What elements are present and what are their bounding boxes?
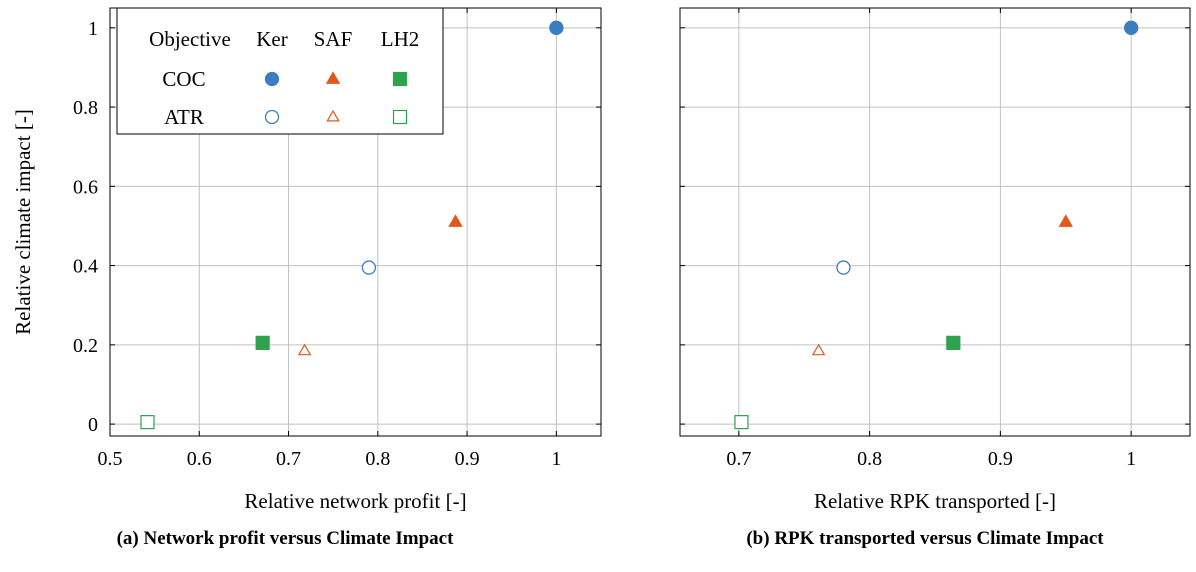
caption-b: (b) RPK transported versus Climate Impac… — [746, 528, 1104, 549]
panel-a: 0.5 0.6 0.7 0.8 0.9 1 0 0.2 0.4 0.6 0.8 1 Relative n… — [11, 7, 602, 513]
legend-marker-ker-coc — [264, 71, 280, 87]
legend-marker-saf-atr — [326, 109, 340, 122]
point-lh2-coc — [255, 335, 270, 350]
y-tick-label: 0.6 — [73, 176, 98, 198]
legend-column-ker: Ker — [256, 27, 287, 51]
legend-marker-lh2-atr — [392, 109, 408, 125]
point-lh2-coc — [946, 335, 961, 350]
point-ker-coc — [1124, 20, 1139, 35]
x-tick-label: 0.9 — [988, 448, 1013, 470]
x-tick-label: 0.7 — [726, 448, 751, 470]
x-axis-label: Relative network profit [-] — [244, 489, 466, 513]
y-tick-label: 1 — [88, 18, 98, 40]
legend-marker-ker-atr — [264, 109, 280, 125]
legend-marker-saf-coc — [325, 71, 341, 84]
panel-b: 0.7 0.8 0.9 1 Relative RPK transported [-] — [679, 7, 1191, 513]
plot-frame-b — [679, 7, 1191, 437]
legend-row-coc: COC — [162, 67, 205, 91]
point-saf-coc — [448, 214, 463, 227]
x-tick-label: 0.8 — [857, 448, 882, 470]
caption-a: (a) Network profit versus Climate Impact — [116, 528, 454, 549]
x-tick-label: 0.6 — [187, 448, 212, 470]
legend-marker-lh2-coc — [392, 71, 408, 87]
point-ker-atr — [361, 260, 377, 275]
x-tick-label: 0.7 — [276, 448, 301, 470]
x-axis-label: Relative RPK transported [-] — [814, 489, 1056, 513]
y-tick-label: 0 — [88, 414, 98, 436]
x-tick-label: 1 — [551, 448, 561, 470]
legend: Objective Ker SAF LH2 COC ATR — [116, 7, 444, 135]
x-tick-label: 0.8 — [365, 448, 390, 470]
point-saf-atr — [297, 343, 312, 356]
y-tick-label: 0.4 — [73, 256, 98, 278]
legend-column-lh2: LH2 — [381, 27, 420, 51]
y-tick-label: 0.8 — [73, 97, 98, 119]
x-tick-label: 0.5 — [98, 448, 123, 470]
x-tick-label: 0.9 — [455, 448, 480, 470]
y-tick-label: 0.2 — [73, 335, 98, 357]
point-saf-atr — [811, 343, 826, 356]
point-saf-coc — [1058, 214, 1073, 227]
point-lh2-atr — [734, 415, 749, 430]
legend-header: Objective — [149, 27, 231, 51]
point-ker-coc — [549, 20, 564, 35]
grid-b — [680, 8, 1190, 436]
legend-box — [116, 7, 444, 135]
point-ker-atr — [836, 260, 851, 275]
x-tick-label: 1 — [1126, 448, 1136, 470]
point-lh2-atr — [140, 415, 155, 430]
legend-row-atr: ATR — [164, 105, 204, 129]
y-axis-label: Relative climate impact [-] — [11, 109, 35, 335]
legend-column-saf: SAF — [314, 27, 353, 51]
